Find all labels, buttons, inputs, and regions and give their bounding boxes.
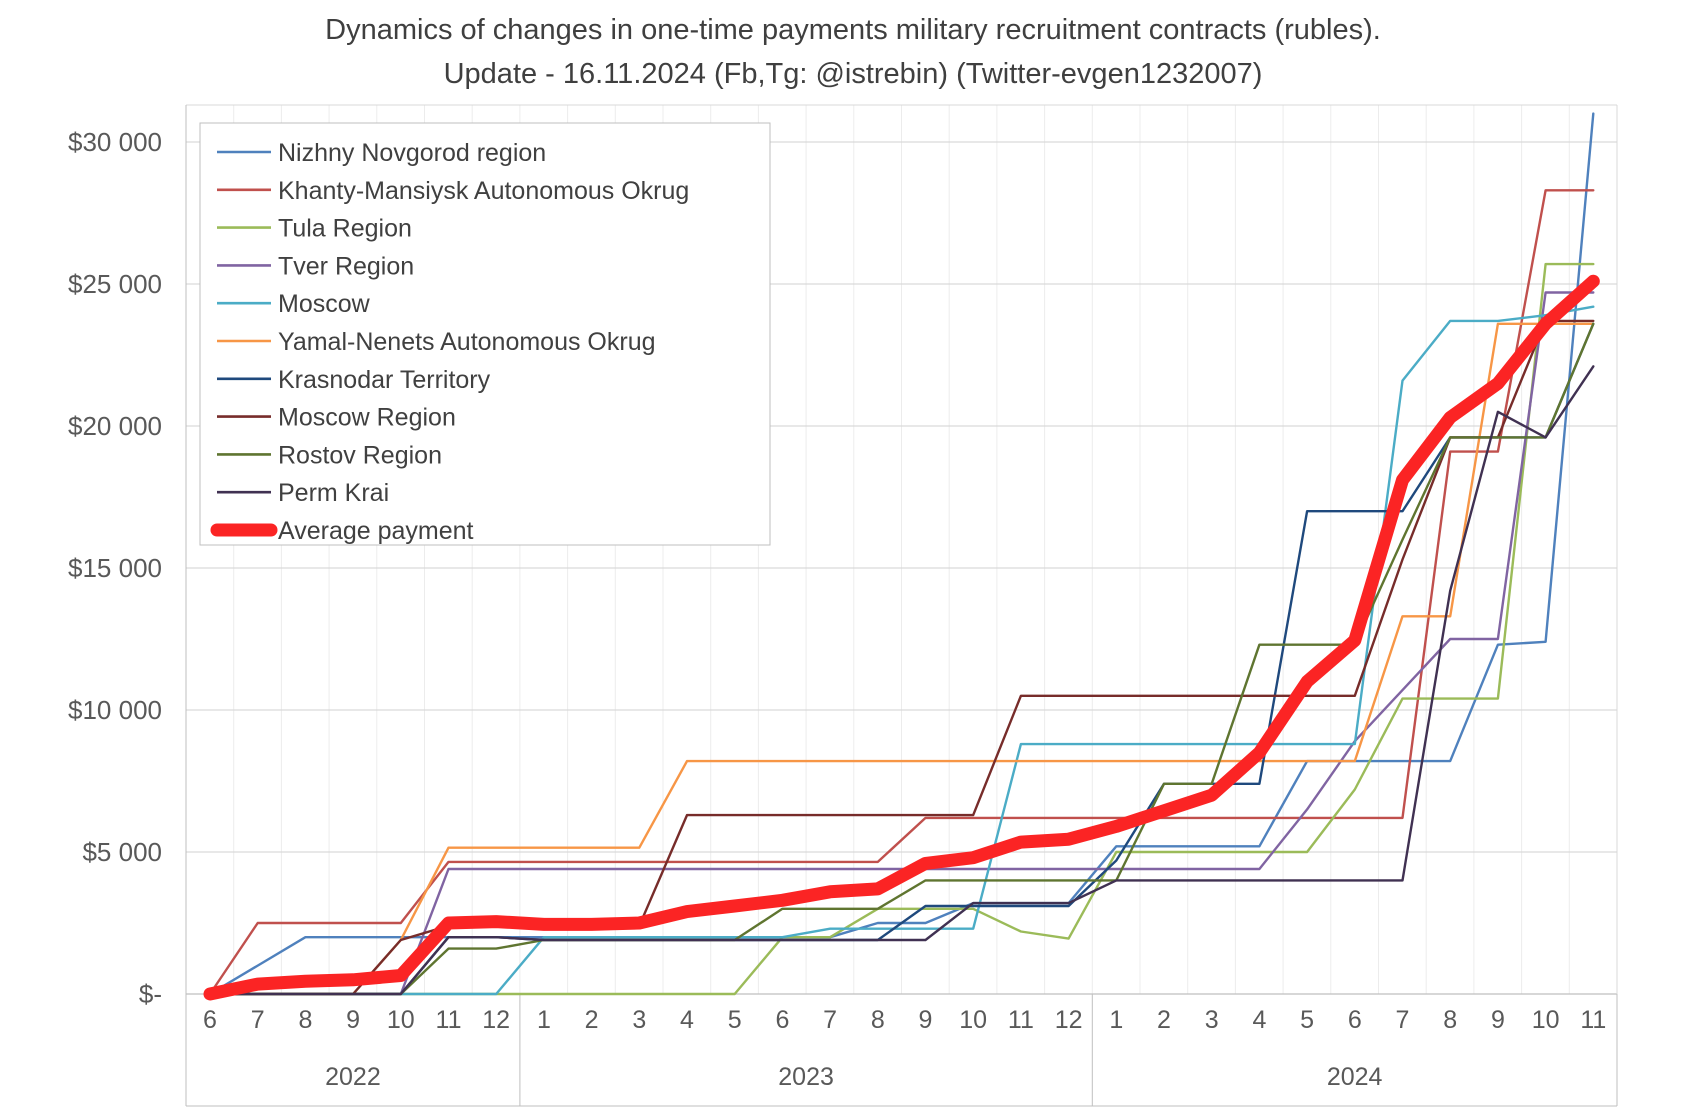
x-axis-month-label: 1 (1109, 1006, 1123, 1034)
chart-subtitle: Update - 16.11.2024 (Fb,Tg: @istrebin) (… (443, 58, 1263, 90)
x-axis-month-label: 3 (1205, 1006, 1219, 1034)
x-axis-month-label: 4 (1252, 1006, 1266, 1034)
x-axis-year-label: 2022 (325, 1063, 381, 1091)
legend-item-label: Tula Region (278, 215, 412, 243)
x-axis-month-label: 1 (537, 1006, 551, 1034)
x-axis-month-label: 9 (919, 1006, 933, 1034)
y-axis-tick-label: $- (139, 979, 162, 1009)
x-axis-year-label: 2023 (778, 1063, 834, 1091)
chart-title: Dynamics of changes in one-time payments… (325, 14, 1381, 46)
x-axis-month-label: 4 (680, 1006, 694, 1034)
y-axis-tick-label: $10 000 (68, 695, 162, 725)
legend-item-label: Yamal-Nenets Autonomous Okrug (278, 328, 656, 356)
x-axis-month-label: 7 (251, 1006, 265, 1034)
series-line-average-payment (203, 274, 1600, 1001)
legend-box (199, 122, 771, 546)
x-axis-month-label: 11 (436, 1006, 462, 1034)
legend-item-label: Moscow Region (278, 404, 456, 432)
x-axis-year-label: 2024 (1327, 1063, 1383, 1091)
legend-item-label: Perm Krai (278, 479, 389, 507)
y-axis-tick-label: $5 000 (82, 837, 162, 867)
x-axis-month-label: 7 (823, 1006, 837, 1034)
legend-item-label: Khanty-Mansiysk Autonomous Okrug (278, 177, 689, 205)
x-axis-month-label: 10 (387, 1006, 415, 1034)
x-axis-month-label: 7 (1396, 1006, 1410, 1034)
series-line-khanty-mansiysk-autonomous-okrug (208, 189, 1595, 996)
x-axis-month-label: 3 (632, 1006, 646, 1034)
series-line-perm-krai (208, 365, 1595, 996)
x-axis-month-label: 11 (1580, 1006, 1606, 1034)
legend-item-label: Tver Region (278, 252, 414, 280)
series-line-moscow (208, 305, 1595, 996)
x-axis-month-label: 12 (482, 1006, 510, 1034)
x-axis-month-label: 10 (1532, 1006, 1560, 1034)
x-axis-month-label: 5 (728, 1006, 742, 1034)
y-axis-tick-label: $30 000 (68, 127, 162, 157)
x-axis-month-label: 10 (959, 1006, 987, 1034)
x-axis-month-label: 8 (1443, 1006, 1457, 1034)
x-axis-month-label: 5 (1300, 1006, 1314, 1034)
x-axis-month-label: 9 (346, 1006, 360, 1034)
x-axis-month-label: 8 (871, 1006, 885, 1034)
legend-item-label: Nizhny Novgorod region (278, 139, 546, 167)
legend-item-label: Average payment (278, 517, 474, 545)
x-axis-month-label: 11 (1008, 1006, 1034, 1034)
x-axis-month-label: 6 (775, 1006, 789, 1034)
y-axis-tick-label: $20 000 (68, 411, 162, 441)
y-axis-tick-label: $25 000 (68, 269, 162, 299)
x-axis-month-label: 2 (1157, 1006, 1171, 1034)
legend-item-label: Krasnodar Territory (278, 366, 491, 394)
legend-item-label: Moscow (278, 290, 371, 318)
x-axis-month-label: 2 (585, 1006, 599, 1034)
x-axis-month-label: 8 (298, 1006, 312, 1034)
legend-item-label: Rostov Region (278, 441, 442, 469)
x-axis-month-label: 12 (1055, 1006, 1083, 1034)
series-line-yamal-nenets-autonomous-okrug (208, 322, 1595, 996)
y-axis-tick-label: $15 000 (68, 553, 162, 583)
x-axis-month-label: 9 (1491, 1006, 1505, 1034)
x-axis-month-label: 6 (1348, 1006, 1362, 1034)
x-axis-month-label: 6 (203, 1006, 217, 1034)
